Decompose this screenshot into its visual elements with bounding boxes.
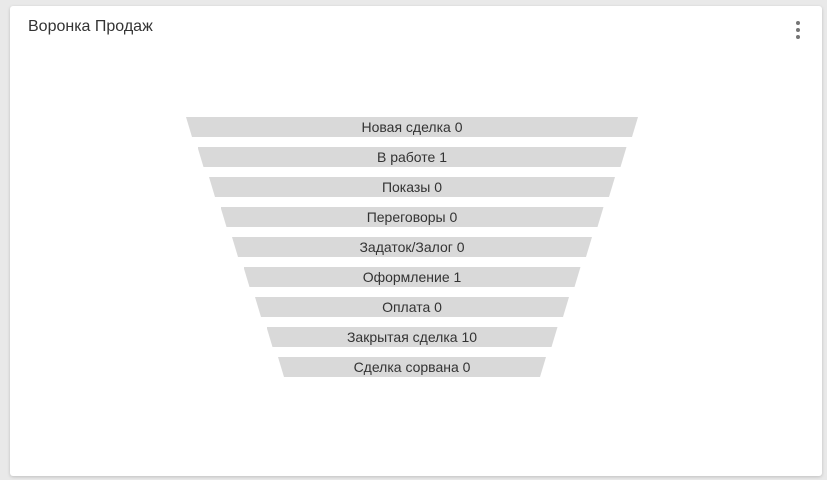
funnel-stage[interactable]: Закрытая сделка 10 bbox=[266, 327, 558, 347]
funnel-stage-label: Оформление 1 bbox=[362, 269, 462, 285]
funnel-stage[interactable]: Задаток/Залог 0 bbox=[232, 237, 592, 257]
funnel-stage-label: В работе 1 bbox=[376, 149, 447, 165]
sales-funnel-card: Воронка Продаж Новая сделка 0 В работе 1 П… bbox=[10, 6, 822, 476]
card-title: Воронка Продаж bbox=[28, 18, 153, 35]
funnel-stage-label: Сделка сорвана 0 bbox=[353, 359, 471, 375]
funnel-stage-label: Задаток/Залог 0 bbox=[359, 239, 465, 255]
funnel-stage[interactable]: Оплата 0 bbox=[255, 297, 569, 317]
menu-dot bbox=[796, 35, 800, 39]
funnel-stage-label: Переговоры 0 bbox=[366, 209, 458, 225]
menu-dot bbox=[796, 21, 800, 25]
more-vertical-icon[interactable] bbox=[788, 20, 808, 40]
funnel-stage-label: Новая сделка 0 bbox=[361, 119, 463, 135]
funnel-stage[interactable]: Новая сделка 0 bbox=[186, 117, 638, 137]
funnel-stage[interactable]: Переговоры 0 bbox=[220, 207, 604, 227]
funnel-stage[interactable]: В работе 1 bbox=[197, 147, 627, 167]
funnel-stage-label: Закрытая сделка 10 bbox=[346, 329, 478, 345]
menu-dot bbox=[796, 28, 800, 32]
sales-funnel-chart: Новая сделка 0 В работе 1 Показы 0 Перегово… bbox=[10, 6, 822, 476]
funnel-stage-label: Показы 0 bbox=[381, 179, 443, 195]
funnel-stage[interactable]: Оформление 1 bbox=[243, 267, 581, 287]
funnel-stage[interactable]: Показы 0 bbox=[209, 177, 615, 197]
funnel-stage[interactable]: Сделка сорвана 0 bbox=[278, 357, 546, 377]
funnel-stage-label: Оплата 0 bbox=[382, 299, 442, 315]
